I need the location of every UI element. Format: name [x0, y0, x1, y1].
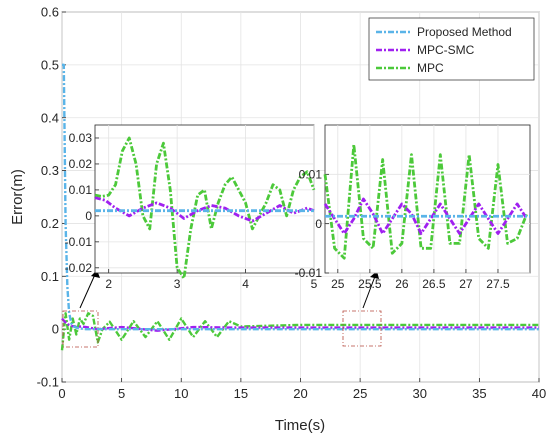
- y-tick-label: 0.2: [41, 216, 59, 231]
- legend: Proposed Method MPC-SMC MPC: [368, 17, 535, 81]
- zoom-box-1: [62, 310, 99, 348]
- legend-label-mpc-smc: MPC-SMC: [417, 43, 475, 57]
- x-tick-label: 27: [459, 277, 473, 291]
- y-tick-label: 0.02: [69, 157, 93, 171]
- x-tick-label: 40: [532, 386, 546, 401]
- series-line-mpc-smc: [323, 197, 528, 235]
- inset-2-series-group: [323, 143, 530, 260]
- x-tick-label: 20: [293, 386, 307, 401]
- x-tick-label: 10: [174, 386, 188, 401]
- x-tick-label: 3: [174, 277, 181, 291]
- inset-1: 2 3 4 5 -0.02 -0.01 0 0.01 0.02 0.03: [65, 124, 318, 291]
- x-tick-label: 25: [331, 277, 345, 291]
- series-line-mpc-smc: [94, 196, 315, 223]
- y-axis-label: Error(m): [9, 169, 26, 225]
- x-tick-label: 27.5: [486, 277, 510, 291]
- y-tick-label: 0: [85, 209, 92, 223]
- y-tick-label: 0.6: [41, 5, 59, 20]
- x-tick-label: 0: [58, 386, 65, 401]
- series-line-mpc: [94, 136, 316, 280]
- x-tick-label: 30: [413, 386, 427, 401]
- x-tick-label: 35: [472, 386, 486, 401]
- inset-1-series-group: [94, 136, 316, 280]
- main-series-group: [60, 63, 539, 351]
- legend-label-proposed: Proposed Method: [417, 25, 512, 39]
- x-tick-label: 25: [353, 386, 367, 401]
- x-axis-label: Time(s): [275, 417, 325, 434]
- x-tick-label: 5: [311, 277, 318, 291]
- inset-1-plot-area: [94, 124, 315, 274]
- inset-2: 25 25.5 26 26.5 27 27.5 -0.01 0 0.01: [295, 124, 531, 291]
- y-tick-label: 0.3: [41, 163, 59, 178]
- y-tick-label: 0.03: [69, 131, 93, 145]
- y-tick-label: 0.4: [41, 110, 59, 125]
- x-tick-label: 15: [234, 386, 248, 401]
- inset-2-plot-area: [324, 124, 531, 274]
- y-tick-label: -0.01: [295, 266, 323, 280]
- main-tick-labels: 0 5 10 15 20 25 30 35 40-0.100.10.20.30.40.50.6: [37, 5, 547, 401]
- x-tick-label: 26: [395, 277, 409, 291]
- series-line-proposed-method: [62, 63, 539, 331]
- y-tick-label: 0.5: [41, 57, 59, 72]
- x-tick-label: 26.5: [422, 277, 446, 291]
- inset-2-tick-labels: 25 25.5 26 26.5 27 27.5 -0.01 0 0.01: [295, 168, 510, 291]
- y-tick-label: -0.01: [65, 235, 93, 249]
- y-tick-label: 0.01: [299, 168, 323, 182]
- inset-1-tick-labels: 2 3 4 5 -0.02 -0.01 0 0.01 0.02 0.03: [65, 131, 318, 291]
- legend-label-mpc: MPC: [417, 61, 444, 75]
- y-tick-label: 0.01: [69, 183, 93, 197]
- x-tick-label: 5: [118, 386, 125, 401]
- y-tick-label: 0.1: [41, 269, 59, 284]
- x-tick-label: 2: [105, 277, 112, 291]
- y-tick-label: -0.02: [65, 261, 93, 275]
- x-tick-label: 4: [242, 277, 249, 291]
- y-tick-label: 0: [315, 217, 322, 231]
- series-line-mpc: [323, 143, 529, 260]
- x-tick-label: 25.5: [358, 277, 382, 291]
- zoom-box-2: [342, 310, 382, 347]
- y-tick-label: 0: [52, 322, 59, 337]
- y-tick-label: -0.1: [37, 375, 59, 390]
